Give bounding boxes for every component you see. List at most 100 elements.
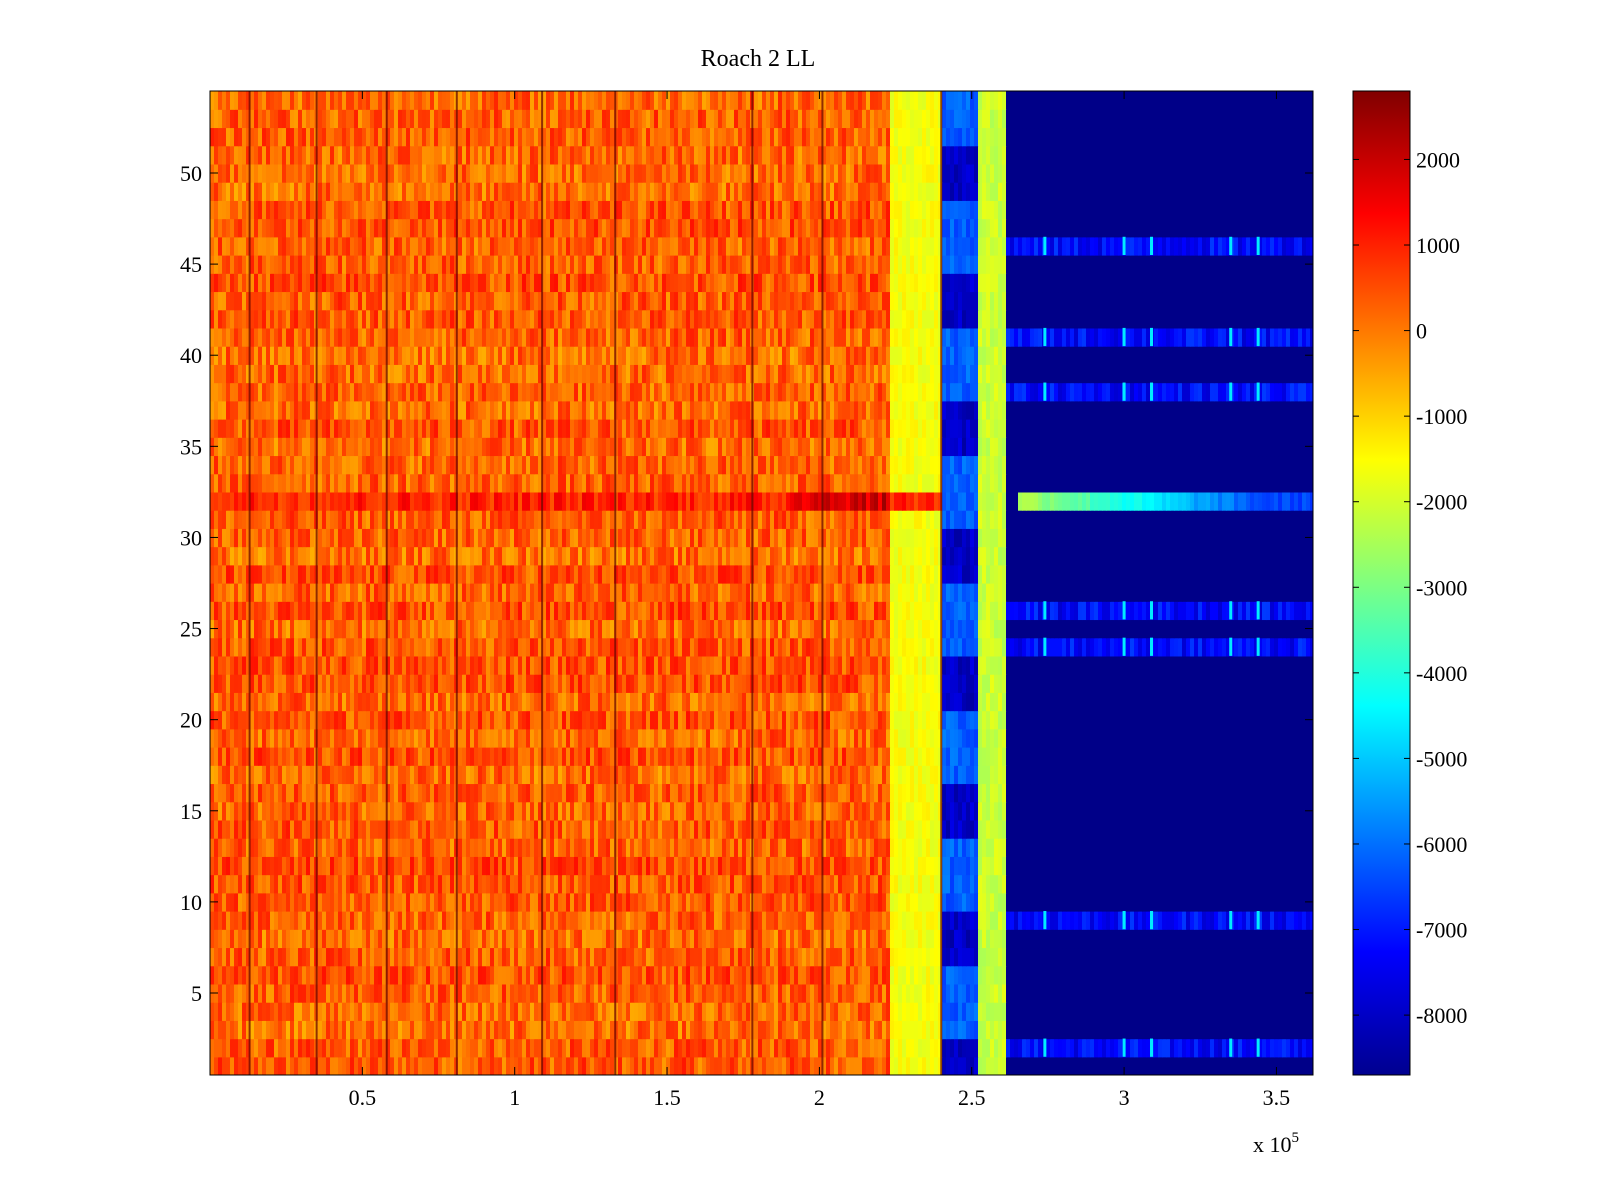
heatmap-cell — [390, 1038, 395, 1058]
heatmap-cell — [306, 929, 311, 949]
heatmap-cell — [754, 838, 759, 857]
heatmap-cell — [1138, 801, 1143, 821]
heatmap-cell — [1014, 765, 1019, 785]
heatmap-cell — [222, 728, 227, 748]
heatmap-cell — [286, 911, 291, 930]
heatmap-cell — [746, 1038, 751, 1058]
heatmap-cell — [1278, 783, 1283, 803]
heatmap-cell — [1014, 874, 1019, 894]
heatmap-cell — [306, 965, 311, 985]
heatmap-cell — [962, 874, 967, 894]
heatmap-cell — [1198, 929, 1203, 949]
heatmap-cell — [434, 929, 439, 949]
heatmap-cell — [998, 983, 1003, 1003]
heatmap-cell — [834, 856, 839, 876]
heatmap-cell — [634, 1002, 639, 1021]
heatmap-cell — [1238, 747, 1243, 766]
heatmap-cell — [474, 856, 479, 876]
heatmap-cell — [774, 801, 779, 821]
chart-title: Roach 2 LL — [701, 46, 816, 72]
heatmap-cell — [1122, 856, 1127, 876]
heatmap-cell — [1050, 1020, 1055, 1040]
heatmap-cell — [1262, 929, 1267, 949]
heatmap-cell — [1242, 929, 1247, 949]
heatmap-cell — [1294, 1002, 1299, 1021]
heatmap-cell — [586, 892, 591, 912]
heatmap-cell — [686, 783, 691, 803]
heatmap-cell — [814, 1020, 819, 1040]
heatmap-cell — [418, 1020, 423, 1040]
heatmap-cell — [738, 1038, 743, 1058]
heatmap-cell — [642, 1056, 647, 1075]
heatmap-cell — [526, 856, 531, 876]
heatmap-cell — [726, 801, 731, 821]
heatmap-cell — [870, 783, 875, 803]
heatmap-cell — [798, 965, 803, 985]
heatmap-cell — [654, 1056, 659, 1075]
heatmap-cell — [714, 765, 719, 785]
heatmap-cell — [366, 801, 371, 821]
heatmap-cell — [1194, 1002, 1199, 1021]
heatmap-cell — [770, 874, 775, 894]
heatmap-cell — [966, 892, 971, 912]
heatmap-cell — [1270, 801, 1275, 821]
heatmap-cell — [890, 783, 895, 803]
heatmap-cell — [714, 1020, 719, 1040]
heatmap-cell — [978, 911, 983, 930]
heatmap-cell — [434, 765, 439, 785]
heatmap-cell — [1034, 983, 1039, 1003]
heatmap-cell — [1306, 765, 1311, 785]
heatmap-cell — [230, 947, 235, 967]
heatmap-cell — [1014, 947, 1019, 967]
heatmap-cell — [210, 965, 215, 985]
heatmap-cell — [258, 929, 263, 949]
heatmap-cell — [250, 728, 255, 748]
heatmap-cell — [1174, 911, 1179, 930]
heatmap-cell — [1086, 892, 1091, 912]
heatmap-cell — [658, 1002, 663, 1021]
heatmap-cell — [806, 747, 811, 766]
heatmap-cell — [214, 929, 219, 949]
heatmap-cell — [670, 947, 675, 967]
heatmap-cell — [598, 1002, 603, 1021]
heatmap-cell — [926, 1056, 931, 1075]
heatmap-cell — [634, 783, 639, 803]
heatmap-cell — [310, 965, 315, 985]
heatmap-cell — [330, 947, 335, 967]
heatmap-cell — [1062, 965, 1067, 985]
heatmap-cell — [698, 1020, 703, 1040]
heatmap-cell — [870, 801, 875, 821]
heatmap-cell — [570, 838, 575, 857]
heatmap-cell — [494, 1002, 499, 1021]
heatmap-cell — [446, 838, 451, 857]
heatmap-cell — [1106, 1020, 1111, 1040]
heatmap-cell — [318, 838, 323, 857]
heatmap-cell — [390, 929, 395, 949]
heatmap-cell — [486, 874, 491, 894]
heatmap-cell — [466, 838, 471, 857]
heatmap-cell — [1082, 874, 1087, 894]
heatmap-cell — [1290, 747, 1295, 766]
heatmap-cell — [1170, 1002, 1175, 1021]
heatmap-cell — [482, 801, 487, 821]
heatmap-cell — [670, 856, 675, 876]
heatmap-cell — [490, 947, 495, 967]
heatmap-cell — [806, 911, 811, 930]
heatmap-cell — [330, 765, 335, 785]
heatmap-cell — [718, 765, 723, 785]
heatmap-cell — [310, 765, 315, 785]
heatmap-cell — [1234, 747, 1239, 766]
heatmap-cell — [798, 856, 803, 876]
heatmap-cell — [282, 947, 287, 967]
heatmap-cell — [542, 983, 547, 1003]
heatmap-cell — [1210, 1002, 1215, 1021]
heatmap-cell — [250, 965, 255, 985]
heatmap-cell — [1178, 765, 1183, 785]
heatmap-cell — [690, 783, 695, 803]
heatmap-cell — [574, 929, 579, 949]
heatmap-cell — [1258, 1002, 1263, 1021]
heatmap-cell — [1066, 1002, 1071, 1021]
heatmap-cell — [1094, 1020, 1099, 1040]
heatmap-cell — [878, 965, 883, 985]
heatmap-cell — [990, 1038, 995, 1058]
